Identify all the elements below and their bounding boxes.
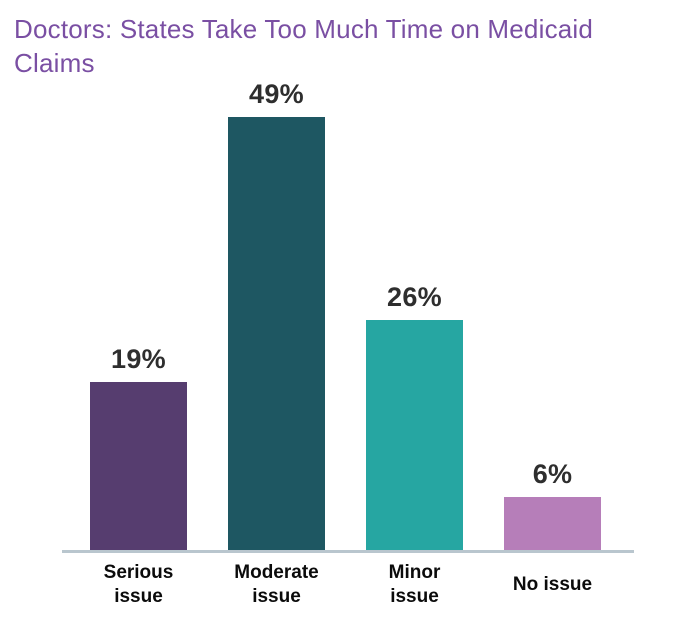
bar	[504, 497, 601, 550]
bar	[90, 382, 187, 550]
bar	[228, 117, 325, 550]
bar-value-label: 26%	[387, 282, 442, 312]
bar	[366, 320, 463, 550]
chart-title: Doctors: States Take Too Much Time on Me…	[14, 14, 594, 78]
bar-value-label: 49%	[249, 79, 304, 109]
bar-value-label: 19%	[111, 344, 166, 374]
bar-category-label: Moderate issue	[234, 562, 319, 607]
bar-category-label: No issue	[512, 574, 593, 595]
bar-value-label: 6%	[532, 459, 573, 489]
bar-category-label: Minor issue	[388, 562, 441, 607]
bar-category-label: Serious issue	[103, 562, 174, 607]
x-axis-line	[62, 550, 634, 553]
